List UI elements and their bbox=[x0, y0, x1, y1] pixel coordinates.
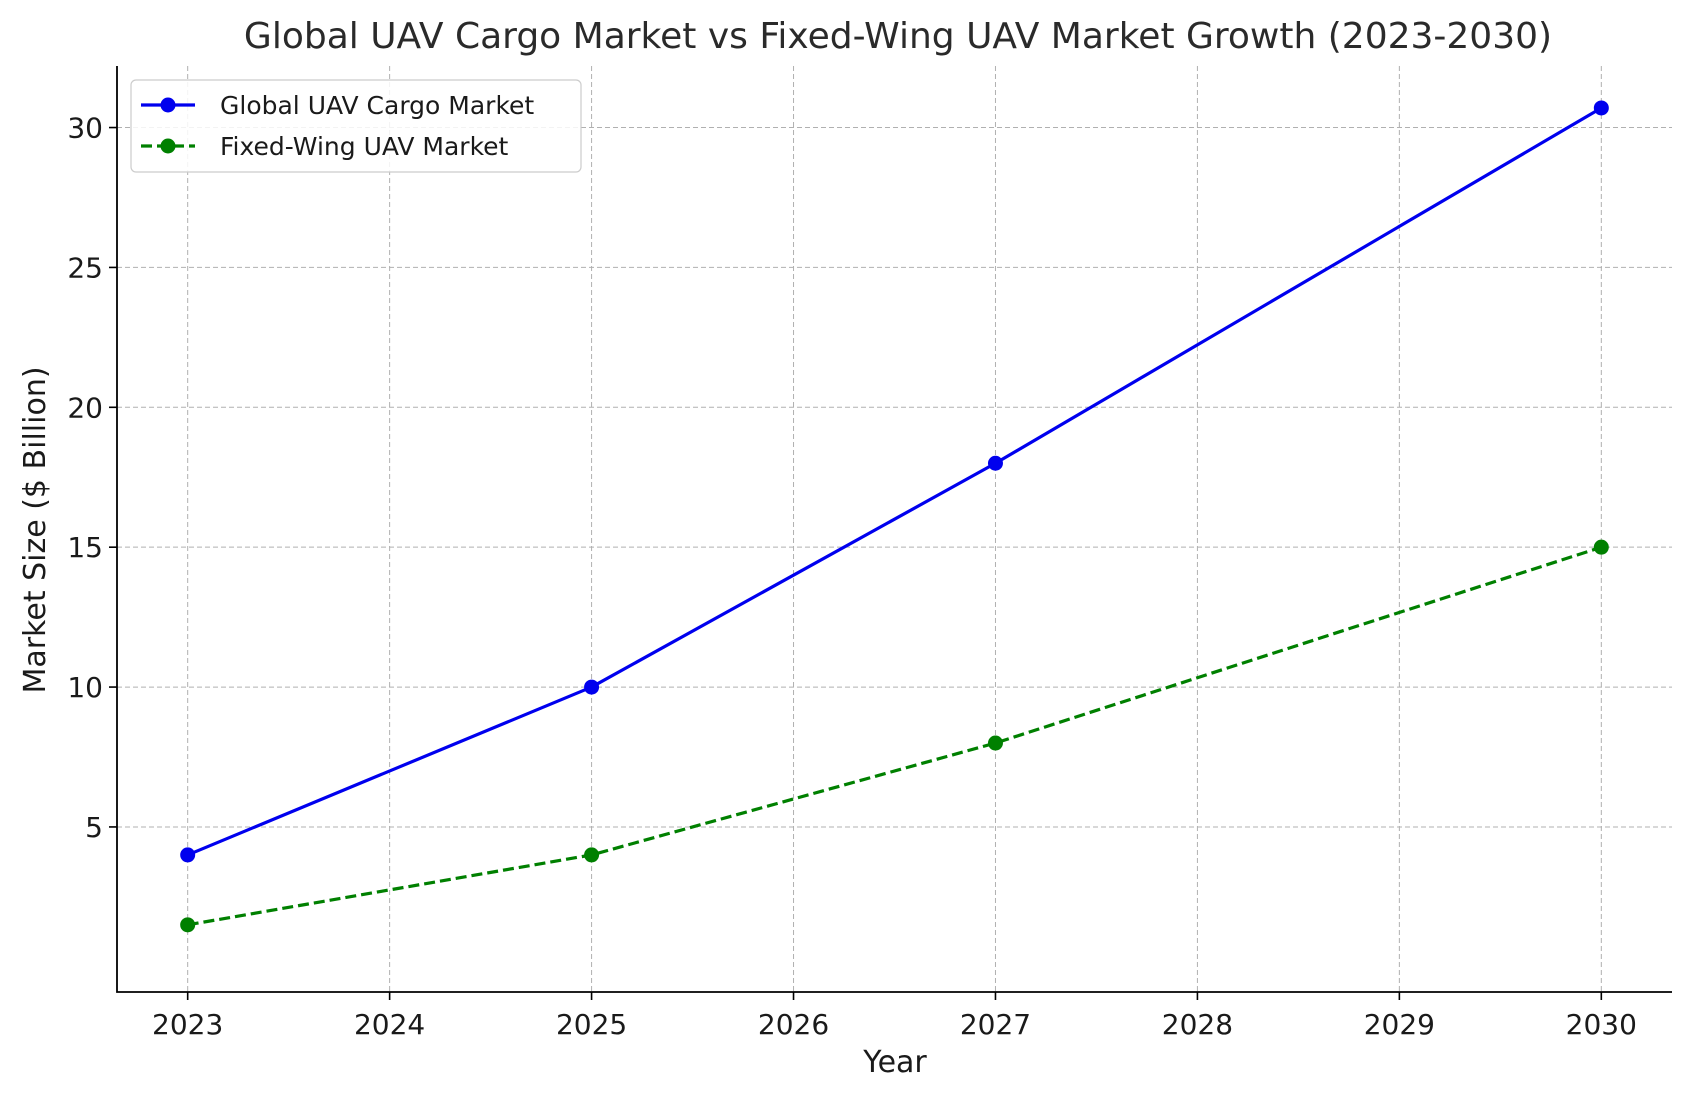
x-tick-label: 2027 bbox=[960, 1008, 1031, 1041]
axes: 2023 2024 2025 2026 2027 2028 2029 203051015202… bbox=[67, 66, 1672, 1041]
y-tick-label: 5 bbox=[85, 811, 103, 844]
legend-box bbox=[130, 79, 582, 173]
x-tick-label: 2025 bbox=[556, 1008, 627, 1041]
legend-label: Fixed-Wing UAV Market bbox=[220, 132, 509, 161]
data-point bbox=[180, 917, 196, 933]
x-axis-title: Year bbox=[862, 1045, 927, 1080]
y-tick-label: 30 bbox=[67, 112, 103, 145]
legend-marker bbox=[160, 138, 176, 154]
series-line bbox=[187, 106, 1603, 857]
y-axis-title: Market Size ($ Billion) bbox=[18, 366, 53, 693]
x-tick-label: 2024 bbox=[354, 1008, 425, 1041]
data-point bbox=[1593, 539, 1609, 555]
legend-item: Fixed-Wing UAV Market bbox=[141, 132, 509, 161]
y-tick-label: 15 bbox=[67, 531, 103, 564]
y-tick-label: 20 bbox=[67, 391, 103, 424]
legend: Global UAV Cargo Market Fixed-Wing UAV Ma… bbox=[130, 79, 582, 173]
series-layer bbox=[180, 100, 1609, 933]
legend-marker bbox=[160, 97, 176, 113]
x-tick-label: 2029 bbox=[1364, 1008, 1435, 1041]
x-tick-label: 2030 bbox=[1566, 1008, 1637, 1041]
series-1 bbox=[180, 100, 1609, 863]
legend-label: Global UAV Cargo Market bbox=[220, 91, 534, 120]
chart-title: Global UAV Cargo Market vs Fixed-Wing UA… bbox=[244, 16, 1552, 57]
y-tick-label: 10 bbox=[67, 671, 103, 704]
data-point bbox=[987, 735, 1003, 751]
axis-spines bbox=[116, 66, 1672, 993]
x-tick-label: 2026 bbox=[758, 1008, 829, 1041]
series-2 bbox=[180, 539, 1609, 933]
data-point bbox=[987, 455, 1003, 471]
y-tick-label: 25 bbox=[67, 251, 103, 284]
legend-item: Global UAV Cargo Market bbox=[141, 91, 534, 120]
series-line bbox=[187, 545, 1602, 927]
data-point bbox=[584, 679, 600, 695]
data-point bbox=[1593, 100, 1609, 116]
data-point bbox=[180, 847, 196, 863]
data-point bbox=[584, 847, 600, 863]
x-tick-label: 2023 bbox=[152, 1008, 223, 1041]
x-tick-label: 2028 bbox=[1162, 1008, 1233, 1041]
